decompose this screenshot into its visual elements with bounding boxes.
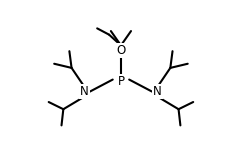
Text: O: O [116,44,126,57]
Text: N: N [80,85,89,98]
Text: P: P [118,75,124,88]
Text: N: N [153,85,162,98]
